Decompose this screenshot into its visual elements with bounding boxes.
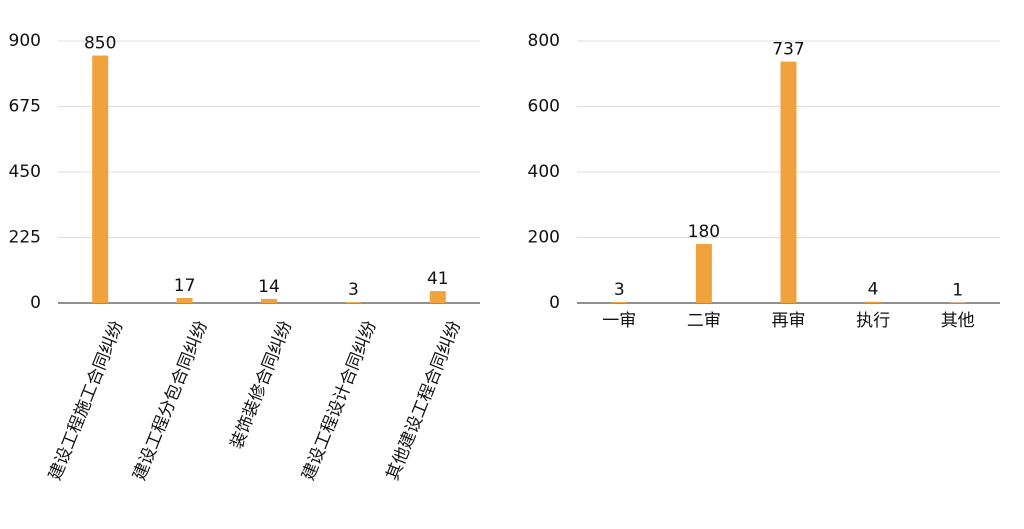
value-label: 180 bbox=[688, 222, 720, 242]
bar bbox=[92, 55, 109, 303]
bar bbox=[429, 291, 446, 303]
x-tick-label: 执行 bbox=[856, 311, 890, 331]
bar bbox=[261, 298, 277, 303]
bar bbox=[345, 302, 362, 303]
bar bbox=[176, 298, 193, 303]
x-tick-label: 其他 bbox=[941, 311, 975, 331]
x-tick-label: 二审 bbox=[687, 311, 721, 331]
y-tick-label: 450 bbox=[9, 162, 41, 182]
x-tick-label: 一审 bbox=[602, 311, 636, 331]
value-label: 4 bbox=[868, 280, 879, 300]
y-tick-label: 400 bbox=[528, 162, 560, 182]
y-tick-label: 200 bbox=[528, 228, 560, 248]
x-tick-label: 装饰装修合同纠纷 bbox=[227, 318, 296, 452]
x-tick-label: 建设工程分包合同纠纷 bbox=[130, 318, 212, 483]
y-tick-label: 675 bbox=[9, 97, 41, 117]
bar bbox=[611, 302, 628, 303]
value-label: 14 bbox=[258, 277, 280, 297]
x-tick-label: 再审 bbox=[772, 311, 806, 331]
y-tick-label: 800 bbox=[528, 31, 560, 51]
x-tick-label: 其他建设工程合同纠纷 bbox=[383, 318, 465, 483]
y-tick-label: 0 bbox=[30, 293, 41, 313]
x-tick-label: 建设工程施工合同纠纷 bbox=[45, 318, 127, 483]
bar bbox=[695, 244, 712, 303]
value-label: 41 bbox=[427, 269, 449, 289]
y-tick-label: 900 bbox=[9, 31, 41, 51]
bar bbox=[865, 301, 882, 303]
value-label: 1 bbox=[952, 281, 963, 301]
value-label: 850 bbox=[84, 34, 116, 54]
value-label: 17 bbox=[174, 276, 196, 296]
bar bbox=[780, 61, 797, 303]
value-label: 737 bbox=[772, 40, 804, 60]
y-tick-label: 600 bbox=[528, 97, 560, 117]
value-label: 3 bbox=[348, 280, 359, 300]
y-tick-label: 0 bbox=[549, 293, 560, 313]
x-tick-label: 建设工程设计合同纠纷 bbox=[298, 318, 380, 483]
y-tick-label: 225 bbox=[9, 228, 41, 248]
value-label: 3 bbox=[614, 280, 625, 300]
